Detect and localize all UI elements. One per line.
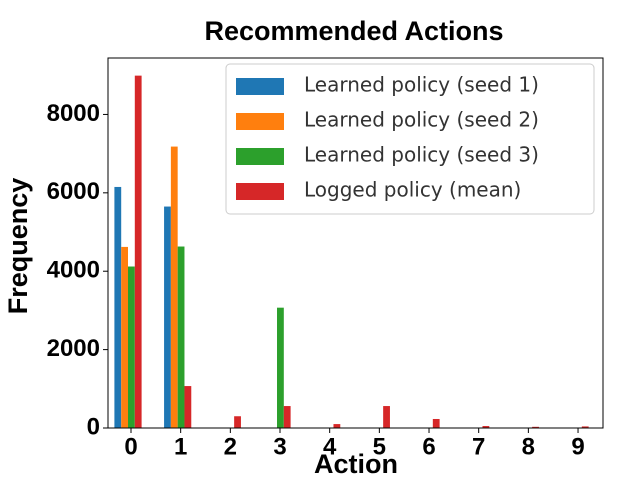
- bar: [170, 146, 178, 428]
- bar: [383, 406, 390, 428]
- legend-swatch: [236, 148, 284, 165]
- legend-label: Learned policy (seed 2): [304, 108, 539, 132]
- x-tick-label: 9: [571, 433, 584, 460]
- legend-swatch: [236, 113, 284, 130]
- plot-frame: [107, 57, 604, 429]
- y-tick-label: 4000: [47, 257, 100, 284]
- bar: [234, 416, 241, 428]
- x-axis-label: Action: [314, 449, 398, 479]
- x-tick-label: 4: [323, 433, 337, 460]
- y-tick-label: 0: [87, 413, 100, 440]
- bar: [184, 386, 192, 428]
- legend-swatch: [236, 183, 284, 200]
- y-tick-label: 8000: [47, 100, 100, 127]
- legend-swatch: [236, 78, 284, 95]
- legend-box: [225, 63, 595, 215]
- x-tick-label: 1: [174, 433, 187, 460]
- bar: [277, 307, 284, 428]
- bar: [532, 426, 539, 428]
- bar: [134, 75, 142, 429]
- legend-label: Learned policy (seed 1): [304, 73, 539, 97]
- x-tick-label: 7: [472, 433, 485, 460]
- x-tick-label: 5: [373, 433, 386, 460]
- x-tick-label: 0: [124, 433, 137, 460]
- bar: [114, 186, 122, 428]
- bar: [283, 406, 291, 428]
- x-tick-label: 6: [422, 433, 435, 460]
- y-tick-label: 2000: [47, 335, 100, 362]
- x-tick-label: 3: [273, 433, 286, 460]
- legend-label: Logged policy (mean): [304, 178, 521, 202]
- bar: [121, 246, 128, 428]
- bar: [581, 426, 589, 428]
- bar: [333, 424, 341, 428]
- x-tick-label: 2: [224, 433, 237, 460]
- bar: [128, 266, 135, 428]
- legend-label: Learned policy (seed 3): [304, 143, 539, 167]
- y-axis-label: Frequency: [3, 178, 33, 315]
- bar: [164, 206, 171, 428]
- bar: [482, 426, 490, 428]
- y-tick-label: 6000: [47, 178, 100, 205]
- bar: [177, 246, 185, 428]
- bar: [432, 418, 440, 428]
- chart-title: Recommended Actions: [204, 16, 503, 46]
- x-tick-label: 8: [522, 433, 535, 460]
